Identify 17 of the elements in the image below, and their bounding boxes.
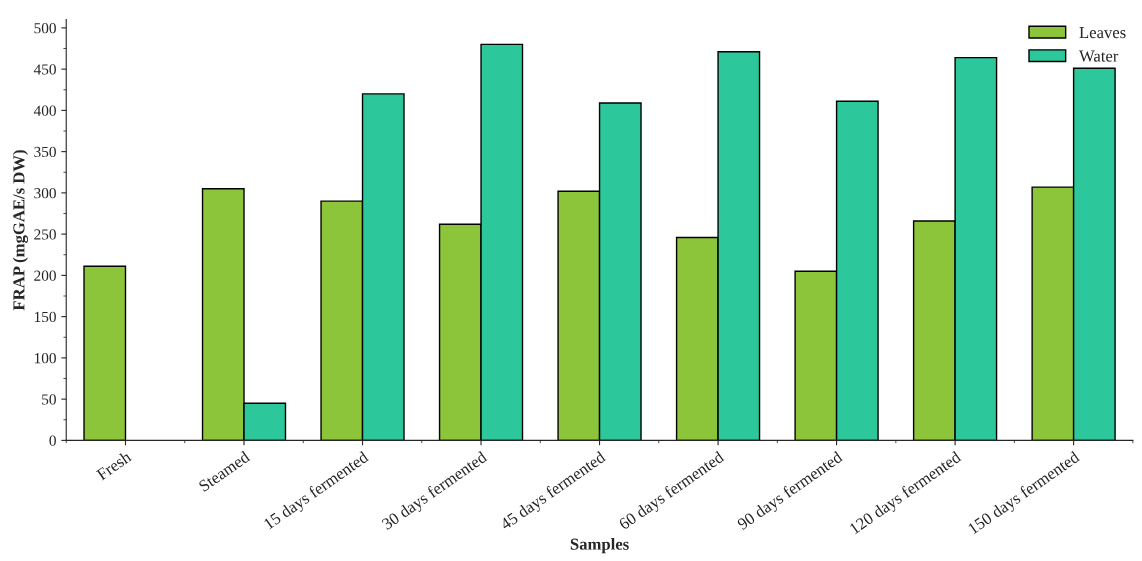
x-axis-title: Samples	[570, 538, 629, 554]
legend-label: Water	[1079, 50, 1119, 62]
legend-label: Leaves	[1079, 27, 1126, 39]
y-tick-label: 150	[34, 311, 56, 323]
y-tick-label: 0	[49, 435, 56, 446]
y-tick-label: 400	[33, 105, 56, 116]
x-tick-label: Fresh	[95, 450, 133, 481]
y-tick-label: 250	[34, 229, 56, 240]
y-tick-label: 50	[42, 394, 56, 405]
bar	[83, 265, 127, 441]
y-tick-label: 300	[34, 188, 56, 199]
y-tick-label: 100	[34, 353, 56, 364]
y-axis-title: FRAP (mgGAE/s DW)	[12, 150, 29, 311]
y-tick-label: 450	[33, 64, 56, 75]
y-tick-label: 350	[34, 146, 56, 158]
y-tick-label: 500	[34, 23, 56, 34]
y-tick-label: 200	[34, 270, 56, 281]
